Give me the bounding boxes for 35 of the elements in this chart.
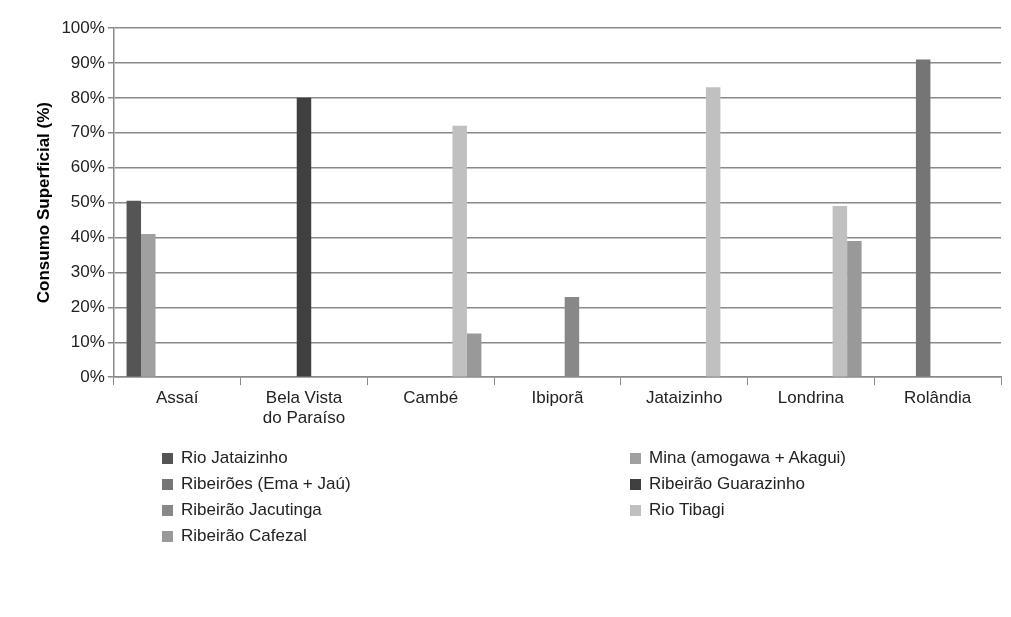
y-tick-label: 100%	[61, 17, 105, 37]
bar	[466, 333, 482, 377]
legend-label: Rio Tibagi	[649, 500, 725, 520]
legend-label: Ribeirão Jacutinga	[181, 500, 322, 520]
x-tick-label: Rolândia	[904, 388, 972, 408]
x-tick-label: Londrina	[777, 388, 845, 408]
y-axis-title: Consumo Superficial (%)	[33, 102, 53, 304]
y-tick-label: 90%	[70, 52, 105, 72]
bar	[141, 234, 156, 377]
y-tick-label: 30%	[70, 262, 105, 282]
legend-label: Ribeirão Cafezal	[181, 526, 307, 546]
y-tick-label: 50%	[70, 192, 105, 212]
bar	[126, 200, 142, 377]
legend-label: Mina (amogawa + Akagui)	[649, 448, 847, 468]
legend-label: Ribeirões (Ema + Jaú)	[181, 474, 351, 494]
x-tick-label: Jataizinho	[645, 388, 723, 408]
bar	[705, 87, 721, 377]
x-tick-label: Assaí	[155, 388, 199, 408]
legend-label: Rio Jataizinho	[181, 448, 288, 468]
x-tick-label: Cambé	[403, 388, 459, 408]
bar	[915, 59, 931, 377]
bar	[847, 241, 862, 377]
x-tick-label: Bela Vista do Paraíso	[262, 388, 346, 428]
legend-label: Ribeirão Guarazinho	[649, 474, 805, 494]
y-tick-label: 10%	[70, 331, 105, 351]
y-tick-label: 40%	[70, 227, 105, 247]
y-tick-label: 70%	[70, 122, 105, 142]
bar	[296, 97, 312, 377]
y-tick-label: 60%	[70, 157, 105, 177]
y-tick-label: 20%	[70, 297, 105, 317]
bar	[832, 206, 848, 377]
y-tick-label: 80%	[70, 87, 105, 107]
y-tick-label: 0%	[80, 366, 105, 386]
bar	[452, 125, 467, 377]
x-tick-label: Ibiporã	[531, 388, 584, 408]
